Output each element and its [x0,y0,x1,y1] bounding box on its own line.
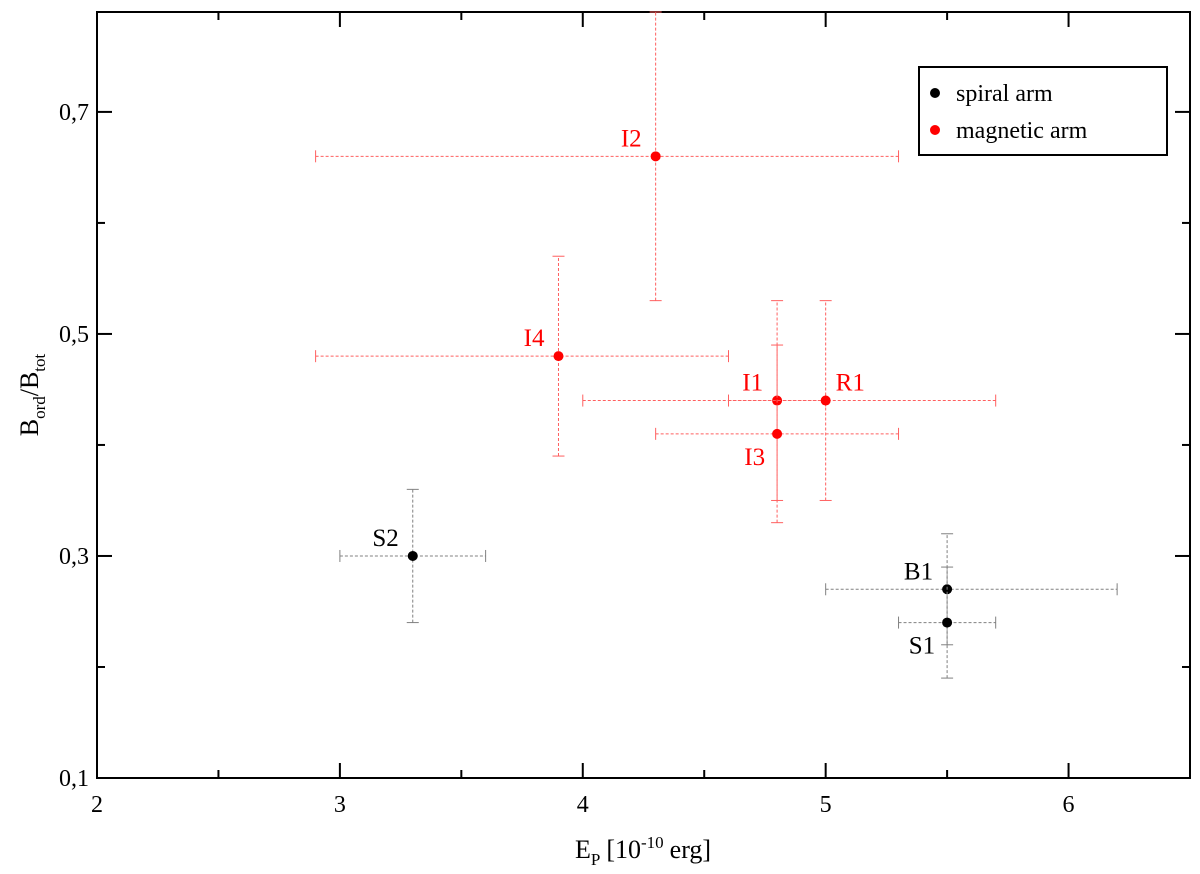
data-marker [942,617,953,628]
y-tick-label: 0,1 [59,766,89,792]
data-point-r1: R1 [582,300,997,501]
data-point-i2: I2 [315,11,900,302]
y-tick-label: 0,3 [59,544,89,570]
legend-marker-magnetic-arm [930,125,940,135]
data-point-i4: I4 [315,255,730,457]
legend-label-spiral-arm: spiral arm [956,81,1053,107]
legend-box [918,66,1168,156]
point-label: B1 [904,558,933,585]
point-label: S1 [909,633,935,660]
data-point-i3: I3 [655,344,900,524]
data-marker [650,151,661,162]
point-label: I4 [524,325,545,352]
x-axis-title: EP [10-10 erg] [575,833,711,869]
data-marker [820,395,831,406]
x-tick-label: 4 [577,792,589,818]
legend-marker-spiral-arm [930,88,940,98]
point-label: I2 [621,125,642,152]
data-point-s1: S1 [898,566,997,660]
axis-ticks: 2 3 4 5 6 0,1 0,3 0,5 0,7 [59,12,1191,818]
x-tick-label: 3 [334,792,346,818]
y-tick-label: 0,7 [59,100,89,126]
data-marker [407,550,418,561]
plot-frame [96,11,1191,779]
x-tick-label: 6 [1063,792,1075,818]
data-point-b1: B1 [825,533,1118,679]
legend: spiral arm magnetic arm [918,66,1168,156]
data-marker [553,351,564,362]
point-label: S2 [372,525,398,552]
point-label: I3 [744,444,765,471]
x-tick-label: 5 [820,792,832,818]
y-tick-label: 0,5 [59,322,89,348]
data-marker [772,428,783,439]
data-layer: S2 B1 S1 I2 I4 I1 R1 I3 [315,11,1118,679]
point-label: I1 [742,370,763,397]
y-axis-title: Bord/Btot [15,353,49,436]
x-tick-label: 2 [91,792,103,818]
data-point-s2: S2 [339,488,487,624]
legend-label-magnetic-arm: magnetic arm [956,118,1088,144]
point-label: R1 [836,370,865,397]
